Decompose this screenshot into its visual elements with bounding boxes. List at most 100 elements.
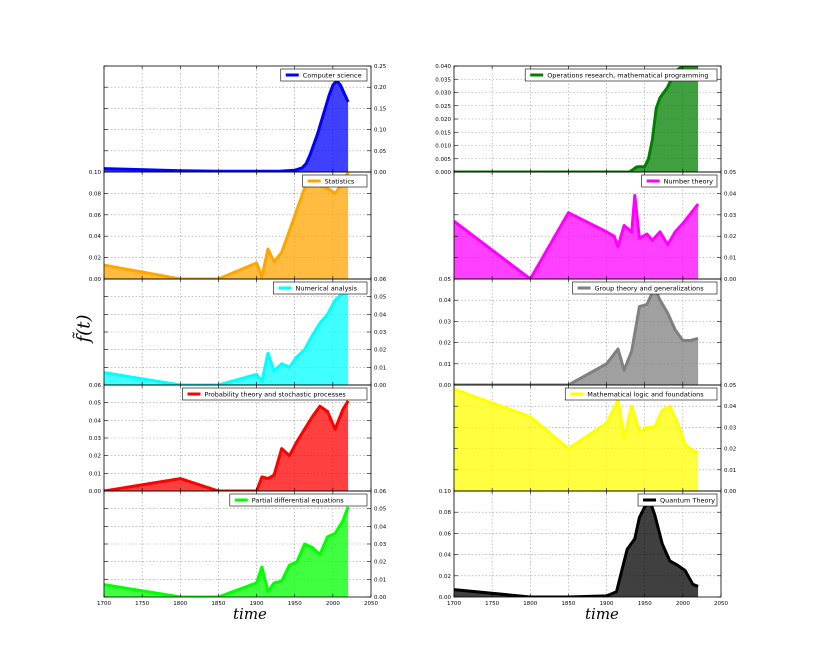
panel-2-ytick-label: 0.05: [374, 295, 387, 301]
panel-6-line: [454, 194, 700, 279]
panel-4-line: [104, 506, 350, 597]
panel-7-legend-label: Group theory and generalizations: [595, 285, 705, 293]
panel-9-xtick-label: 1750: [485, 601, 499, 607]
panel-7-ytick-label: 0.01: [439, 362, 451, 368]
panel-1-ytick-label: 0.04: [89, 234, 102, 240]
panel-2-ytick-label: 0.00: [374, 383, 387, 389]
panel-2-ytick-label: 0.02: [374, 348, 386, 354]
panel-3-legend-label: Probability theory and stochastic proces…: [204, 391, 346, 399]
panel-0-ytick-label: 0.25: [374, 64, 387, 70]
panel-8-ytick-label: 0.03: [724, 425, 737, 431]
panel-0-ytick-label: 0.20: [374, 85, 387, 91]
panel-3-ytick-label: 0.00: [89, 489, 102, 495]
panel-9-area: [454, 501, 699, 597]
panel-9-ytick-label: 0.10: [439, 489, 452, 495]
panel-1-ytick-label: 0.10: [89, 170, 102, 176]
panel-9-ytick-label: 0.02: [439, 574, 451, 580]
panel-9-ytick-label: 0.06: [439, 531, 452, 537]
panel-5-ytick-label: 0.030: [435, 91, 451, 97]
panel-9-legend-label: Quantum Theory: [660, 497, 715, 505]
panel-5-ytick-label: 0.020: [435, 117, 451, 123]
panel-8-legend-label: Mathematical logic and foundations: [587, 391, 704, 399]
panel-9-ytick-label: 0.08: [439, 510, 452, 516]
panel-5-ytick-label: 0.000: [435, 170, 451, 176]
panel-4-xtick-label: 1700: [97, 601, 111, 607]
panel-3-ytick-label: 0.04: [89, 418, 102, 424]
panel-6-ytick-label: 0.00: [724, 277, 737, 283]
panel-3-legend-box: [182, 387, 368, 401]
panel-4-xtick-label: 1850: [211, 601, 225, 607]
panel-4-ytick-label: 0.01: [374, 577, 386, 583]
panel-7-ytick-label: 0.05: [439, 277, 452, 283]
panel-6-legend-box: [641, 174, 718, 188]
panel-1-ytick-label: 0.02: [89, 256, 101, 262]
panel-0-line: [104, 79, 350, 172]
panel-5-ytick-label: 0.010: [435, 144, 451, 150]
panel-5-legend-label: Operations research, mathematical progra…: [547, 72, 708, 80]
x-axis-label-right: time: [585, 605, 619, 623]
panel-9-xtick-label: 1900: [600, 601, 614, 607]
panel-9-legend-box: [637, 493, 718, 507]
panel-0-area: [104, 80, 349, 172]
panel-2-ytick-label: 0.01: [374, 365, 386, 371]
panel-3-area: [104, 400, 349, 491]
panel-2-ytick-label: 0.03: [374, 330, 387, 336]
panel-5-legend-box: [524, 68, 718, 82]
panel-6-legend-label: Number theory: [664, 178, 713, 186]
panel-1-ytick-label: 0.00: [89, 277, 102, 283]
panel-3-ytick-label: 0.01: [89, 471, 101, 477]
panel-0-ytick-label: 0.15: [374, 106, 387, 112]
panel-7-line: [454, 286, 699, 385]
panel-4-xtick-label: 1950: [288, 601, 302, 607]
panel-3-ytick-label: 0.03: [89, 436, 102, 442]
panel-8-area: [454, 389, 699, 491]
panel-9-xtick-label: 1950: [638, 601, 652, 607]
panel-4-legend-box: [229, 493, 368, 507]
panel-7-ytick-label: 0.02: [439, 341, 451, 347]
panel-0-legend-label: Computer science: [303, 72, 362, 80]
panel-9-xtick-label: 1700: [447, 601, 461, 607]
panel-7-ytick-label: 0.00: [439, 383, 452, 389]
panel-4-legend-label: Partial differential equations: [252, 497, 344, 505]
panel-9-ytick-label: 0.00: [439, 595, 452, 601]
panel-5-ytick-label: 0.040: [435, 64, 451, 70]
panel-5-ytick-label: 0.025: [435, 104, 451, 110]
panel-2-ytick-label: 0.06: [374, 277, 387, 283]
panel-9-xtick-label: 1850: [561, 601, 575, 607]
panel-4-xtick-label: 2050: [364, 601, 378, 607]
panel-8-ytick-label: 0.04: [724, 404, 737, 410]
panel-6-area: [454, 195, 699, 279]
panel-3-ytick-label: 0.05: [89, 401, 102, 407]
x-axis-label-left: time: [233, 605, 267, 623]
panel-1-line: [104, 172, 350, 279]
panel-7-ytick-label: 0.04: [439, 298, 452, 304]
panel-8-legend-box: [564, 387, 718, 401]
panel-4-xtick-label: 2000: [326, 601, 340, 607]
panel-2-area: [104, 286, 349, 385]
panel-1-legend-label: Statistics: [325, 178, 355, 186]
y-axis-label: f̃(t): [73, 314, 95, 343]
panel-9-xtick-label: 2000: [676, 601, 690, 607]
panel-8-ytick-label: 0.00: [724, 489, 737, 495]
panel-8-line: [454, 387, 699, 455]
panel-3-ytick-label: 0.02: [89, 454, 101, 460]
panel-4-ytick-label: 0.05: [374, 507, 387, 513]
panel-5-ytick-label: 0.005: [435, 157, 451, 163]
panel-9-frame: [453, 490, 722, 598]
panel-1-ytick-label: 0.06: [89, 213, 102, 219]
panel-0-legend-box: [280, 68, 368, 82]
panel-6-ytick-label: 0.04: [724, 191, 737, 197]
panel-5-ytick-label: 0.035: [435, 77, 451, 83]
panel-2-ytick-label: 0.04: [374, 312, 387, 318]
panel-4-ytick-label: 0.02: [374, 560, 386, 566]
panel-3-line: [104, 400, 350, 491]
panel-3-ytick-label: 0.06: [89, 383, 102, 389]
panel-4-area: [104, 506, 349, 597]
panel-0-ytick-label: 0.10: [374, 128, 387, 134]
panel-7-area: [454, 287, 699, 385]
panel-8-ytick-label: 0.01: [724, 468, 736, 474]
panel-9-ytick-label: 0.04: [439, 553, 452, 559]
panel-9-xtick-label: 2050: [714, 601, 728, 607]
